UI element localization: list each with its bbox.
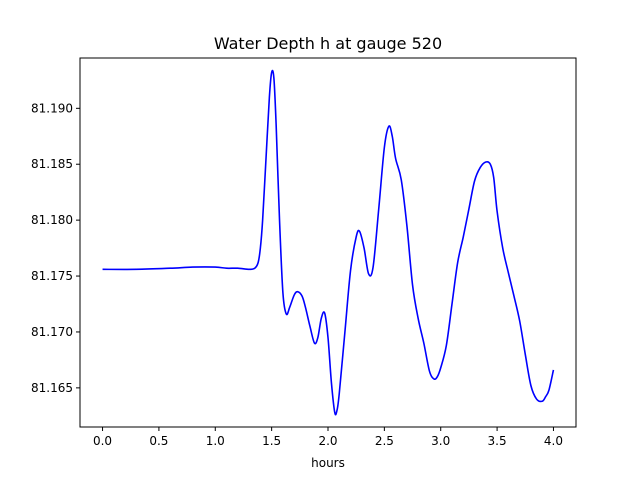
x-tick-label: 3.0 [431,434,450,448]
axes-frame [79,57,577,428]
x-tick-label: 3.5 [488,434,507,448]
y-tick-label: 81.170 [31,325,73,339]
y-tick-label: 81.190 [31,101,73,115]
x-tick-label: 4.0 [544,434,563,448]
x-tick-label: 1.0 [206,434,225,448]
x-tick-label: 0.5 [149,434,168,448]
y-tick-label: 81.165 [31,381,73,395]
plot-area [102,69,555,416]
x-tick-label: 1.5 [262,434,281,448]
x-axis-label: hours [311,456,345,470]
series-line [102,69,555,416]
y-tick-label: 81.175 [31,269,73,283]
y-tick-label: 81.185 [31,157,73,171]
chart-title: Water Depth h at gauge 520 [214,34,442,53]
x-tick-label: 0.0 [93,434,112,448]
x-tick-label: 2.0 [318,434,337,448]
axis-ticks: 0.0 0.5 1.0 1.5 2.0 2.5 3.0 3.5 4.0 81.165 81.170 8… [31,101,563,448]
x-tick-label: 2.5 [375,434,394,448]
y-tick-label: 81.180 [31,213,73,227]
